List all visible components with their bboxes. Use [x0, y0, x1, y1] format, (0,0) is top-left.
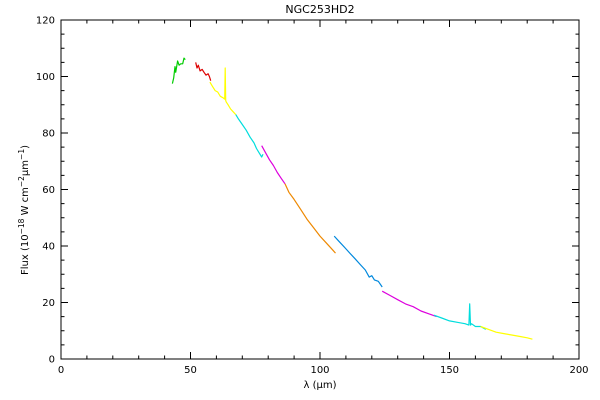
- y-tick-label: 100: [36, 72, 55, 83]
- y-tick-label: 60: [42, 185, 55, 196]
- x-axis-label: λ (μm): [303, 380, 336, 391]
- y-tick-label: 0: [49, 355, 55, 366]
- series-segment-6: [284, 183, 336, 254]
- series-segment-9: [433, 303, 487, 330]
- series-segment-5: [261, 145, 286, 185]
- series-segment-1: [171, 57, 186, 84]
- tick-layer: 0 50 100 150 200 0 20 40 60 80 100 120: [36, 16, 589, 377]
- series-segment-3: [209, 67, 237, 116]
- x-tick-label: 100: [310, 365, 329, 376]
- series-segment-4: [235, 114, 264, 158]
- x-tick-label: 150: [440, 365, 459, 376]
- x-tick-label: 0: [58, 365, 64, 376]
- y-tick-label: 80: [42, 129, 55, 140]
- y-tick-label: 20: [42, 298, 55, 309]
- series-layer: [171, 57, 533, 340]
- series-segment-8: [381, 290, 437, 318]
- x-tick-label: 200: [569, 365, 588, 376]
- plot-frame: [60, 19, 580, 360]
- series-segment-10: [480, 325, 533, 340]
- chart-title: NGC253HD2: [285, 3, 354, 16]
- y-axis-label: Flux (10−18 W cm−2μm−1): [17, 145, 32, 275]
- series-segment-7: [333, 235, 383, 288]
- series-segment-2: [195, 62, 212, 81]
- x-tick-label: 50: [184, 365, 197, 376]
- y-tick-label: 120: [36, 16, 55, 27]
- y-tick-label: 40: [42, 242, 55, 253]
